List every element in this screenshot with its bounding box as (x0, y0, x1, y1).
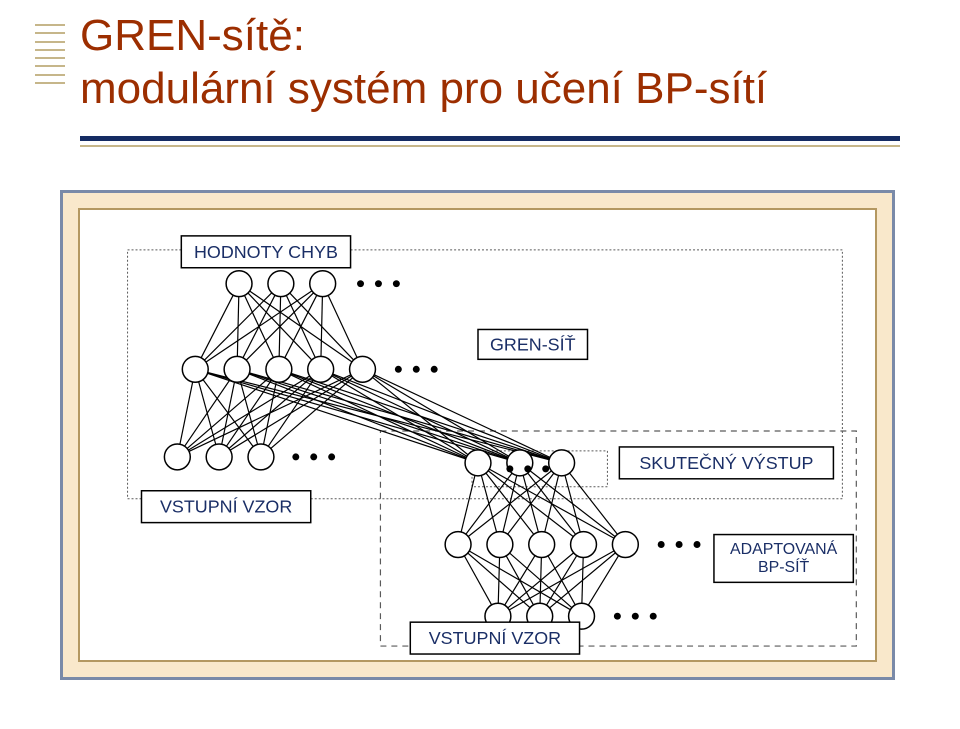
svg-text:VSTUPNÍ VZOR: VSTUPNÍ VZOR (429, 628, 561, 648)
title-line-1: GREN-sítě: (80, 10, 767, 63)
slide: GREN-sítě: modulární systém pro učení BP… (0, 0, 960, 729)
svg-text:VSTUPNÍ VZOR: VSTUPNÍ VZOR (160, 497, 292, 517)
title-line-2: modulární systém pro učení BP-sítí (80, 63, 767, 116)
slide-title: GREN-sítě: modulární systém pro učení BP… (80, 10, 767, 116)
diagram-outer-frame: HODNOTY CHYB GREN-SÍŤ VSTUPNÍ VZOR SKUTEČNÝ… (60, 190, 895, 680)
svg-text:HODNOTY CHYB: HODNOTY CHYB (194, 242, 338, 262)
network-diagram: HODNOTY CHYB GREN-SÍŤ VSTUPNÍ VZOR SKUTEČNÝ… (80, 210, 875, 660)
svg-text:GREN-SÍŤ: GREN-SÍŤ (490, 334, 576, 354)
svg-text:BP-SÍŤ: BP-SÍŤ (758, 557, 810, 576)
svg-text:SKUTEČNÝ VÝSTUP: SKUTEČNÝ VÝSTUP (639, 452, 813, 473)
underline-tan (80, 145, 900, 147)
bullet-decoration (35, 24, 65, 84)
underline-navy (80, 136, 900, 141)
diagram-inner-frame: HODNOTY CHYB GREN-SÍŤ VSTUPNÍ VZOR SKUTEČNÝ… (78, 208, 877, 662)
svg-text:ADAPTOVANÁ: ADAPTOVANÁ (730, 539, 838, 558)
